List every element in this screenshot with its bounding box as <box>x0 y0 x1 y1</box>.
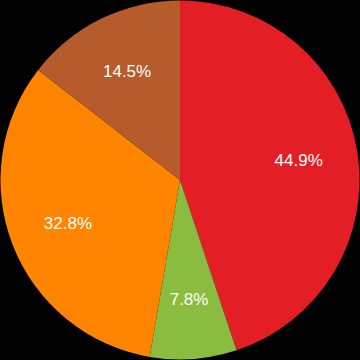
pie-slice <box>38 1 180 181</box>
data-label: 7.8% <box>170 290 209 309</box>
background <box>0 0 360 360</box>
slices <box>0 1 359 360</box>
data-label: 14.5% <box>103 62 151 81</box>
data-label: 32.8% <box>44 214 92 233</box>
data-labels: 44.9% 7.8% 32.8% 14.5% <box>44 62 323 309</box>
data-label: 44.9% <box>275 151 323 170</box>
chart: 44.9% 7.8% 32.8% 14.5% <box>0 0 360 360</box>
